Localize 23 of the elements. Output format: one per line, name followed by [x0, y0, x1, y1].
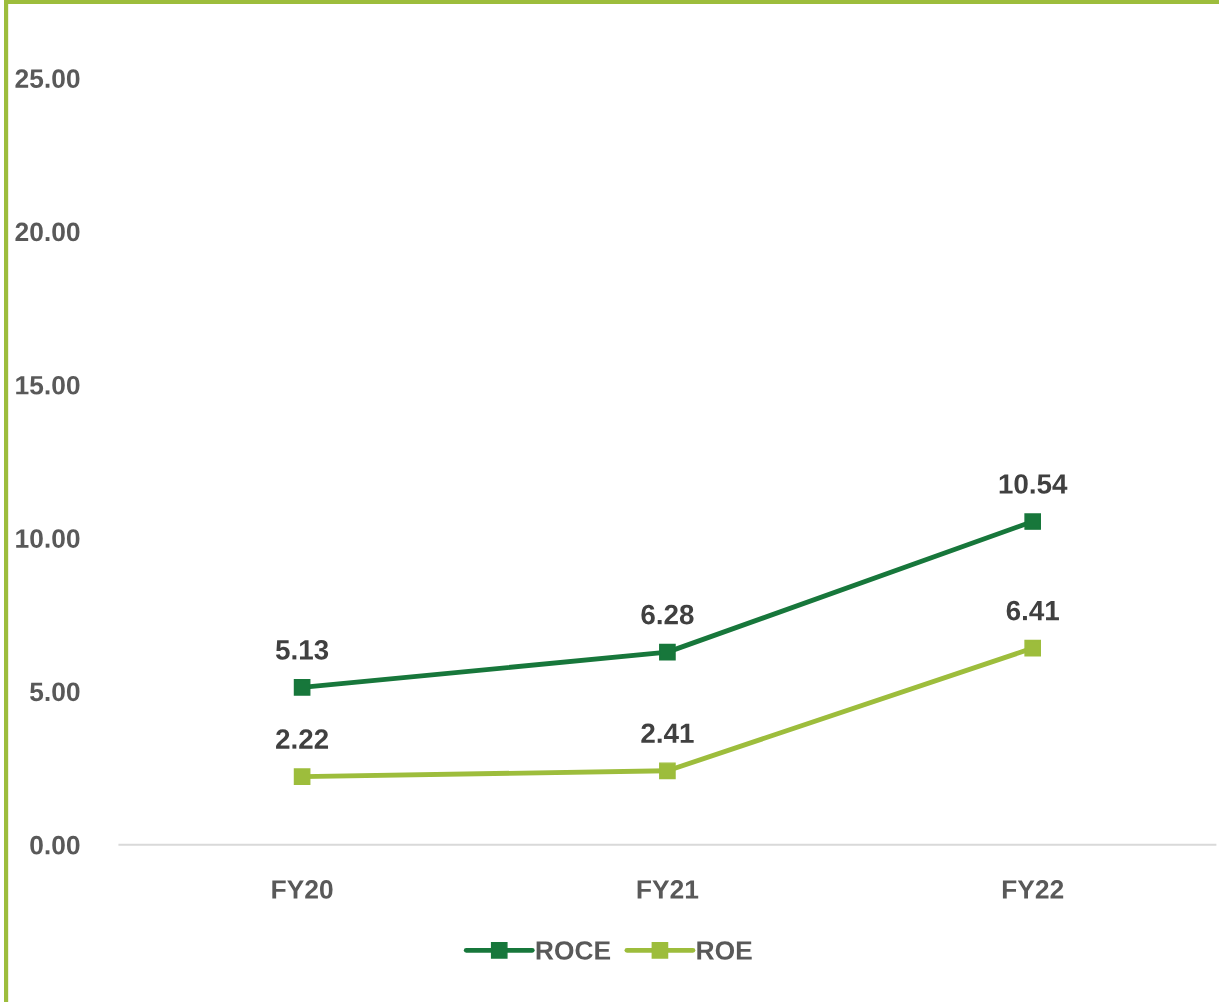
y-tick-label: 0.00 [30, 835, 80, 855]
data-label: 2.22 [276, 729, 329, 749]
data-label: 6.28 [641, 604, 694, 625]
point [1024, 513, 1042, 530]
legend-label: ROCE [536, 941, 611, 960]
data-label: 2.41 [641, 723, 694, 743]
point [659, 762, 676, 780]
y-tick-label: 25.00 [15, 69, 80, 88]
data-label: 5.13 [275, 640, 329, 660]
data-label: 10.54 [999, 474, 1068, 494]
point [659, 643, 676, 661]
legend-label: ROE [697, 941, 752, 960]
x-tick-label: FY20 [272, 880, 333, 899]
point [293, 768, 311, 785]
point [293, 679, 311, 696]
data-label: 6.41 [1006, 600, 1059, 621]
y-tick-label: 15.00 [16, 375, 80, 395]
y-tick-label: 20.00 [15, 222, 80, 242]
y-tick-label: 10.00 [16, 529, 80, 548]
x-tick-label: FY22 [1002, 880, 1064, 899]
point [1024, 639, 1042, 657]
x-tick-label: FY21 [637, 880, 699, 899]
y-tick-label: 5.00 [30, 682, 80, 702]
